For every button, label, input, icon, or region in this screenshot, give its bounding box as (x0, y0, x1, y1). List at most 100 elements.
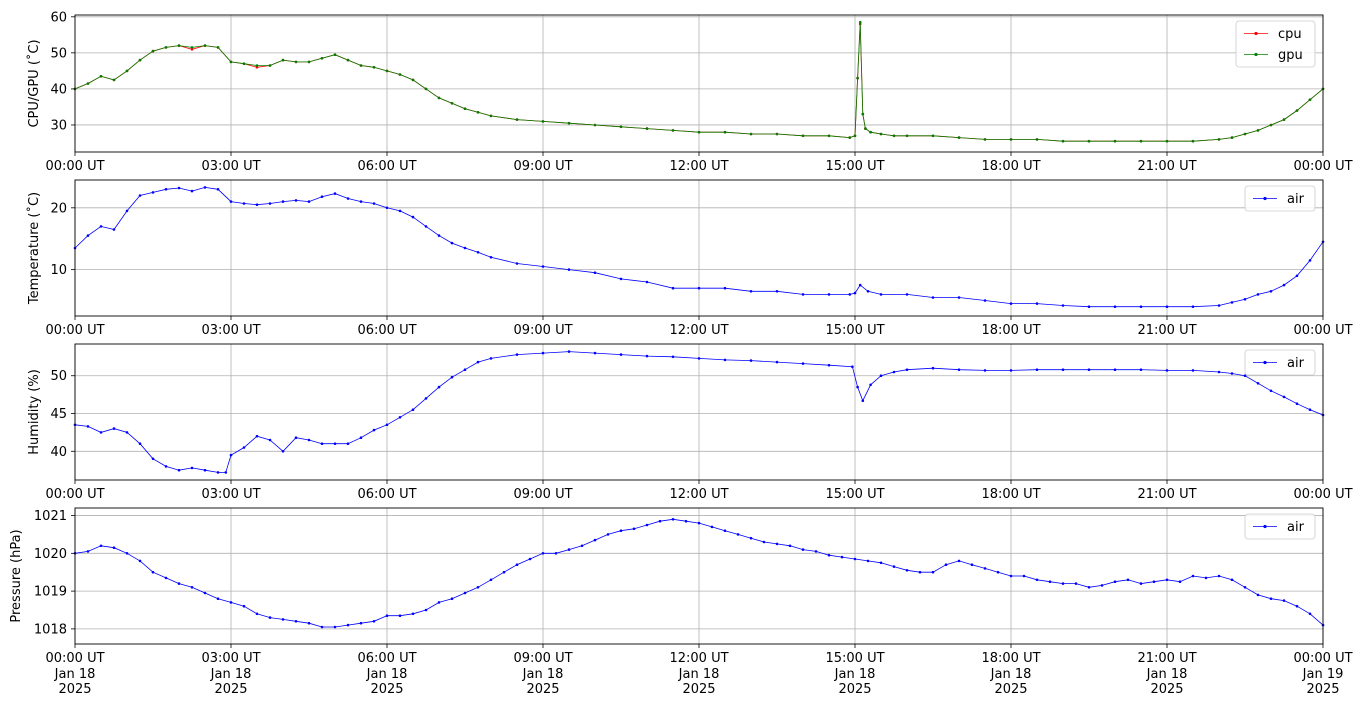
x-tick-label: 09:00 UT (513, 159, 572, 174)
data-point-air (203, 468, 207, 472)
data-point-air (1165, 305, 1169, 309)
data-point-gpu (1061, 139, 1065, 143)
data-point-gpu (190, 46, 194, 49)
data-point-air (567, 268, 571, 271)
series-line-air (74, 351, 1324, 473)
data-point-air (1217, 370, 1221, 374)
data-point-air (723, 529, 727, 532)
data-point-air (359, 621, 363, 625)
data-point-air (827, 293, 831, 296)
legend-marker-cpu (1254, 31, 1258, 36)
data-point-air (671, 355, 675, 359)
legend-label-gpu: gpu (1278, 48, 1303, 63)
data-point-air (1191, 369, 1195, 372)
data-point-air (307, 621, 311, 625)
y-tick-label: 50 (50, 46, 67, 61)
data-point-air (567, 350, 571, 353)
data-point-air (281, 200, 285, 203)
data-point-air (827, 363, 831, 367)
data-point-air (112, 228, 116, 231)
data-point-air (957, 296, 961, 299)
data-point-air (242, 446, 246, 449)
x-tick-label: 00:00 UT (1293, 487, 1352, 502)
data-point-gpu (892, 134, 896, 138)
data-point-air (151, 191, 155, 194)
data-point-air (619, 353, 623, 356)
data-point-gpu (255, 64, 259, 67)
x-tick-label: 18:00 UT (981, 487, 1040, 502)
legend-box (1244, 349, 1316, 376)
data-point-air (866, 559, 870, 563)
data-point-air (1269, 389, 1273, 393)
data-point-air (983, 299, 987, 302)
x-tick-label: 03:00 UT (201, 487, 260, 502)
data-point-air (138, 559, 142, 563)
data-point-air (853, 291, 857, 295)
x-tick-date-label: 2025 (1306, 682, 1339, 697)
legend-marker-air (1263, 524, 1267, 529)
data-point-air (1087, 368, 1091, 372)
x-tick-date-label: 2025 (58, 682, 91, 697)
data-point-gpu (905, 134, 909, 138)
data-point-gpu (619, 125, 623, 129)
data-point-air (1308, 612, 1312, 616)
data-point-gpu (723, 130, 727, 134)
data-point-air (775, 290, 779, 293)
data-point-air (164, 188, 168, 191)
x-tick-date-label: 2025 (682, 682, 715, 697)
data-point-air (775, 360, 779, 364)
data-point-air (879, 293, 883, 296)
y-tick-label: 20 (50, 201, 67, 216)
data-point-air (450, 597, 454, 600)
data-point-air (151, 570, 155, 574)
data-point-air (593, 538, 597, 542)
x-tick-date-label: Jan 18 (834, 667, 876, 682)
legend-box (1244, 185, 1316, 212)
data-point-gpu (177, 44, 181, 47)
legend: air (1244, 513, 1316, 540)
data-point-cpu (190, 48, 194, 51)
data-point-air (1269, 597, 1273, 600)
data-point-air (1282, 283, 1286, 287)
data-point-gpu (775, 132, 779, 136)
x-tick-label: 21:00 UT (1137, 159, 1196, 174)
data-point-air (164, 576, 168, 580)
x-tick-label: 06:00 UT (357, 159, 416, 174)
data-point-air (710, 525, 714, 529)
data-point-air (1152, 580, 1156, 583)
data-point-gpu (869, 130, 872, 134)
data-point-air (281, 450, 285, 453)
x-tick-date-label: 2025 (838, 682, 871, 697)
data-point-gpu (281, 58, 285, 62)
x-tick-date-label: 2025 (1150, 682, 1183, 697)
y-axis-label: Pressure (hPa) (9, 529, 24, 622)
data-point-gpu (346, 58, 350, 62)
data-point-air (827, 553, 831, 557)
series-line-gpu (74, 22, 1324, 142)
data-point-air (1230, 578, 1234, 582)
data-point-air (1035, 368, 1039, 372)
data-point-air (476, 586, 480, 589)
x-tick-label: 15:00 UT (825, 487, 884, 502)
x-tick-label: 00:00 UT (45, 651, 104, 666)
data-point-air (671, 518, 675, 521)
data-point-air (489, 578, 493, 582)
data-point-air (385, 206, 389, 210)
data-point-air (372, 202, 376, 205)
data-point-air (463, 246, 467, 250)
data-point-air (294, 199, 298, 202)
data-point-air (567, 548, 571, 551)
data-point-air (619, 529, 623, 532)
data-point-air (255, 434, 259, 438)
data-point-air (749, 290, 753, 293)
data-point-air (476, 251, 480, 254)
data-point-gpu (1165, 139, 1169, 143)
data-point-air (190, 586, 194, 589)
y-tick-label: 30 (50, 118, 67, 133)
x-tick-date-label: 2025 (214, 682, 247, 697)
data-point-air (1035, 578, 1039, 582)
x-tick-label: 00:00 UT (1293, 651, 1352, 666)
x-tick-label: 06:00 UT (357, 651, 416, 666)
x-tick-label: 03:00 UT (201, 651, 260, 666)
